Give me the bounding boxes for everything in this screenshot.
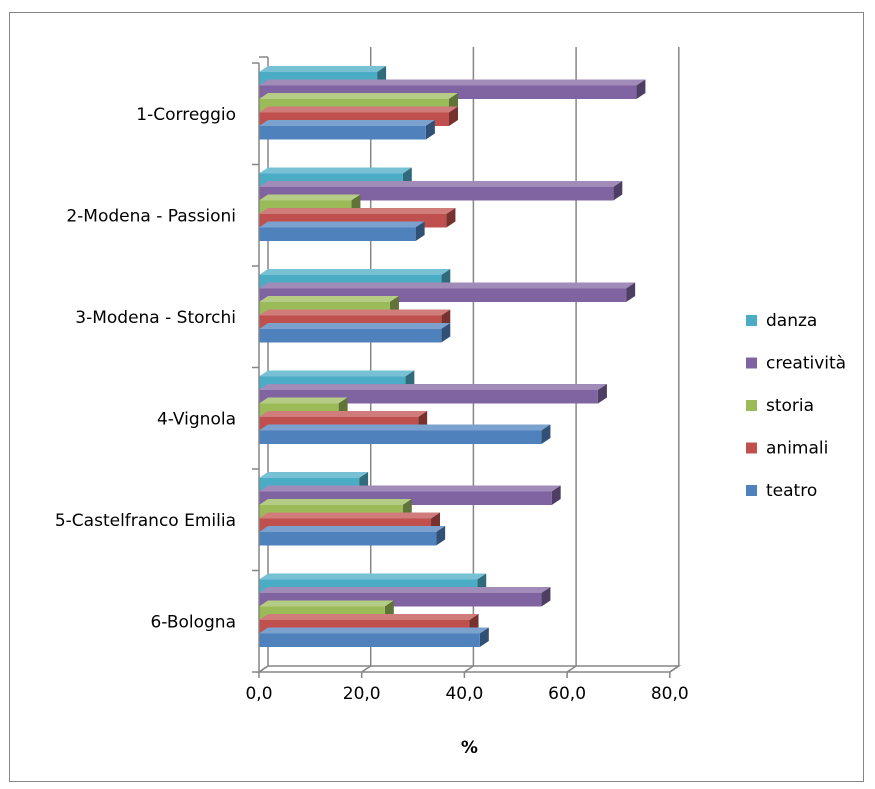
bar [259, 323, 451, 343]
category-label: 6-Bologna [150, 612, 236, 632]
x-tick-label: 40,0 [445, 684, 483, 704]
legend-item: storia [746, 396, 814, 416]
legend-label: storia [766, 396, 814, 416]
category-label: 4-Vignola [157, 409, 236, 429]
bars [259, 66, 646, 647]
legend-item: creatività [746, 354, 846, 374]
legend-swatch [746, 315, 757, 326]
legend-label: danza [766, 311, 817, 331]
grid-depth-line [669, 665, 680, 673]
bar [259, 627, 489, 647]
legend-swatch [746, 357, 757, 369]
category-label: 5-Castelfranco Emilia [55, 511, 236, 531]
legend: danza creatività storia animali teatro [746, 311, 846, 501]
legend-label: teatro [766, 481, 817, 501]
category-label: 1-Correggio [136, 105, 236, 125]
bar [259, 221, 425, 241]
grid-depth-line [258, 665, 269, 673]
x-tick-label: 0,0 [245, 684, 272, 704]
grid-depth-line [361, 665, 372, 673]
bar [259, 526, 446, 546]
gridlines [258, 47, 680, 673]
bar [259, 120, 435, 140]
legend-swatch [746, 442, 757, 454]
legend-item: danza [746, 311, 817, 331]
legend-swatch [746, 485, 757, 496]
legend-label: creatività [766, 354, 846, 374]
legend-swatch [746, 400, 757, 411]
x-axis-title: % [461, 738, 478, 758]
legend-item: teatro [746, 481, 817, 501]
category-label: 3-Modena - Storchi [75, 308, 236, 328]
category-labels: 1-Correggio 2-Modena - Passioni 3-Modena -… [55, 105, 236, 633]
x-tick-label: 60,0 [548, 684, 586, 704]
axes [252, 56, 671, 678]
category-label: 2-Modena - Passioni [66, 206, 236, 226]
x-tick-label: 80,0 [651, 684, 689, 704]
grid-depth-line [463, 665, 474, 673]
grid-depth-line [566, 665, 577, 673]
x-tick-label: 20,0 [343, 684, 381, 704]
legend-label: animali [766, 439, 828, 459]
bar [259, 424, 551, 444]
legend-item: animali [746, 439, 828, 459]
x-tick-labels: 0,0 20,0 40,0 60,0 80,0 [245, 684, 688, 704]
